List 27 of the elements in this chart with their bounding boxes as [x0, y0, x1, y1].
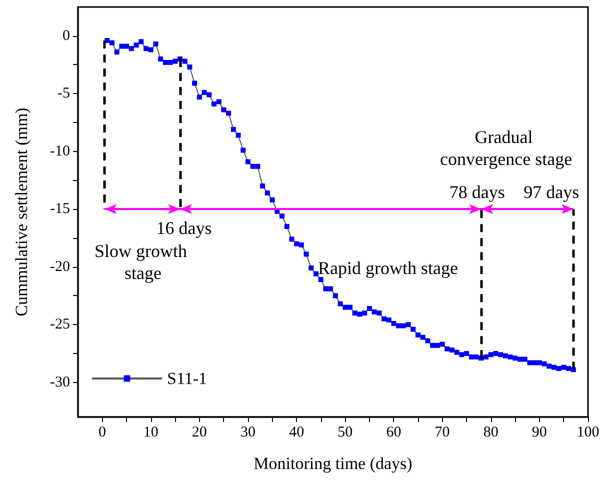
x-tick-label: 100 — [576, 424, 600, 440]
annotation: Rapid growth stage — [318, 258, 458, 278]
x-tick-label: 30 — [240, 424, 256, 440]
ref-line-label: 16 days — [156, 218, 212, 238]
annotation: Gradual convergence stage — [440, 127, 572, 169]
x-tick-label: 80 — [483, 424, 498, 440]
x-tick-label: 70 — [434, 424, 450, 440]
ref-line-label: 97 days — [524, 182, 580, 202]
y-tick-label: -15 — [50, 201, 70, 218]
legend-label: S11-1 — [167, 369, 207, 388]
x-tick-label: 0 — [98, 424, 106, 440]
annotation: Slow growth stage — [94, 241, 192, 283]
x-axis-title: Monitoring time (days) — [254, 454, 412, 473]
x-tick-label: 50 — [338, 424, 353, 440]
x-tick-label: 10 — [143, 424, 158, 440]
x-tick-label: 40 — [289, 424, 304, 440]
x-tick-label: 60 — [386, 424, 402, 440]
y-tick-label: -10 — [50, 143, 70, 160]
y-tick-label: 0 — [62, 28, 70, 44]
x-tick-label: 20 — [192, 424, 207, 440]
y-tick-label: -5 — [58, 86, 70, 102]
ref-line-label: 78 days — [449, 182, 505, 202]
y-axis-title: Cummulative settlement (mm) — [12, 108, 31, 316]
y-tick-label: -20 — [50, 258, 70, 275]
y-tick-label: -25 — [50, 316, 70, 333]
x-tick-label: 90 — [532, 424, 547, 440]
y-tick-label: -30 — [50, 374, 70, 390]
